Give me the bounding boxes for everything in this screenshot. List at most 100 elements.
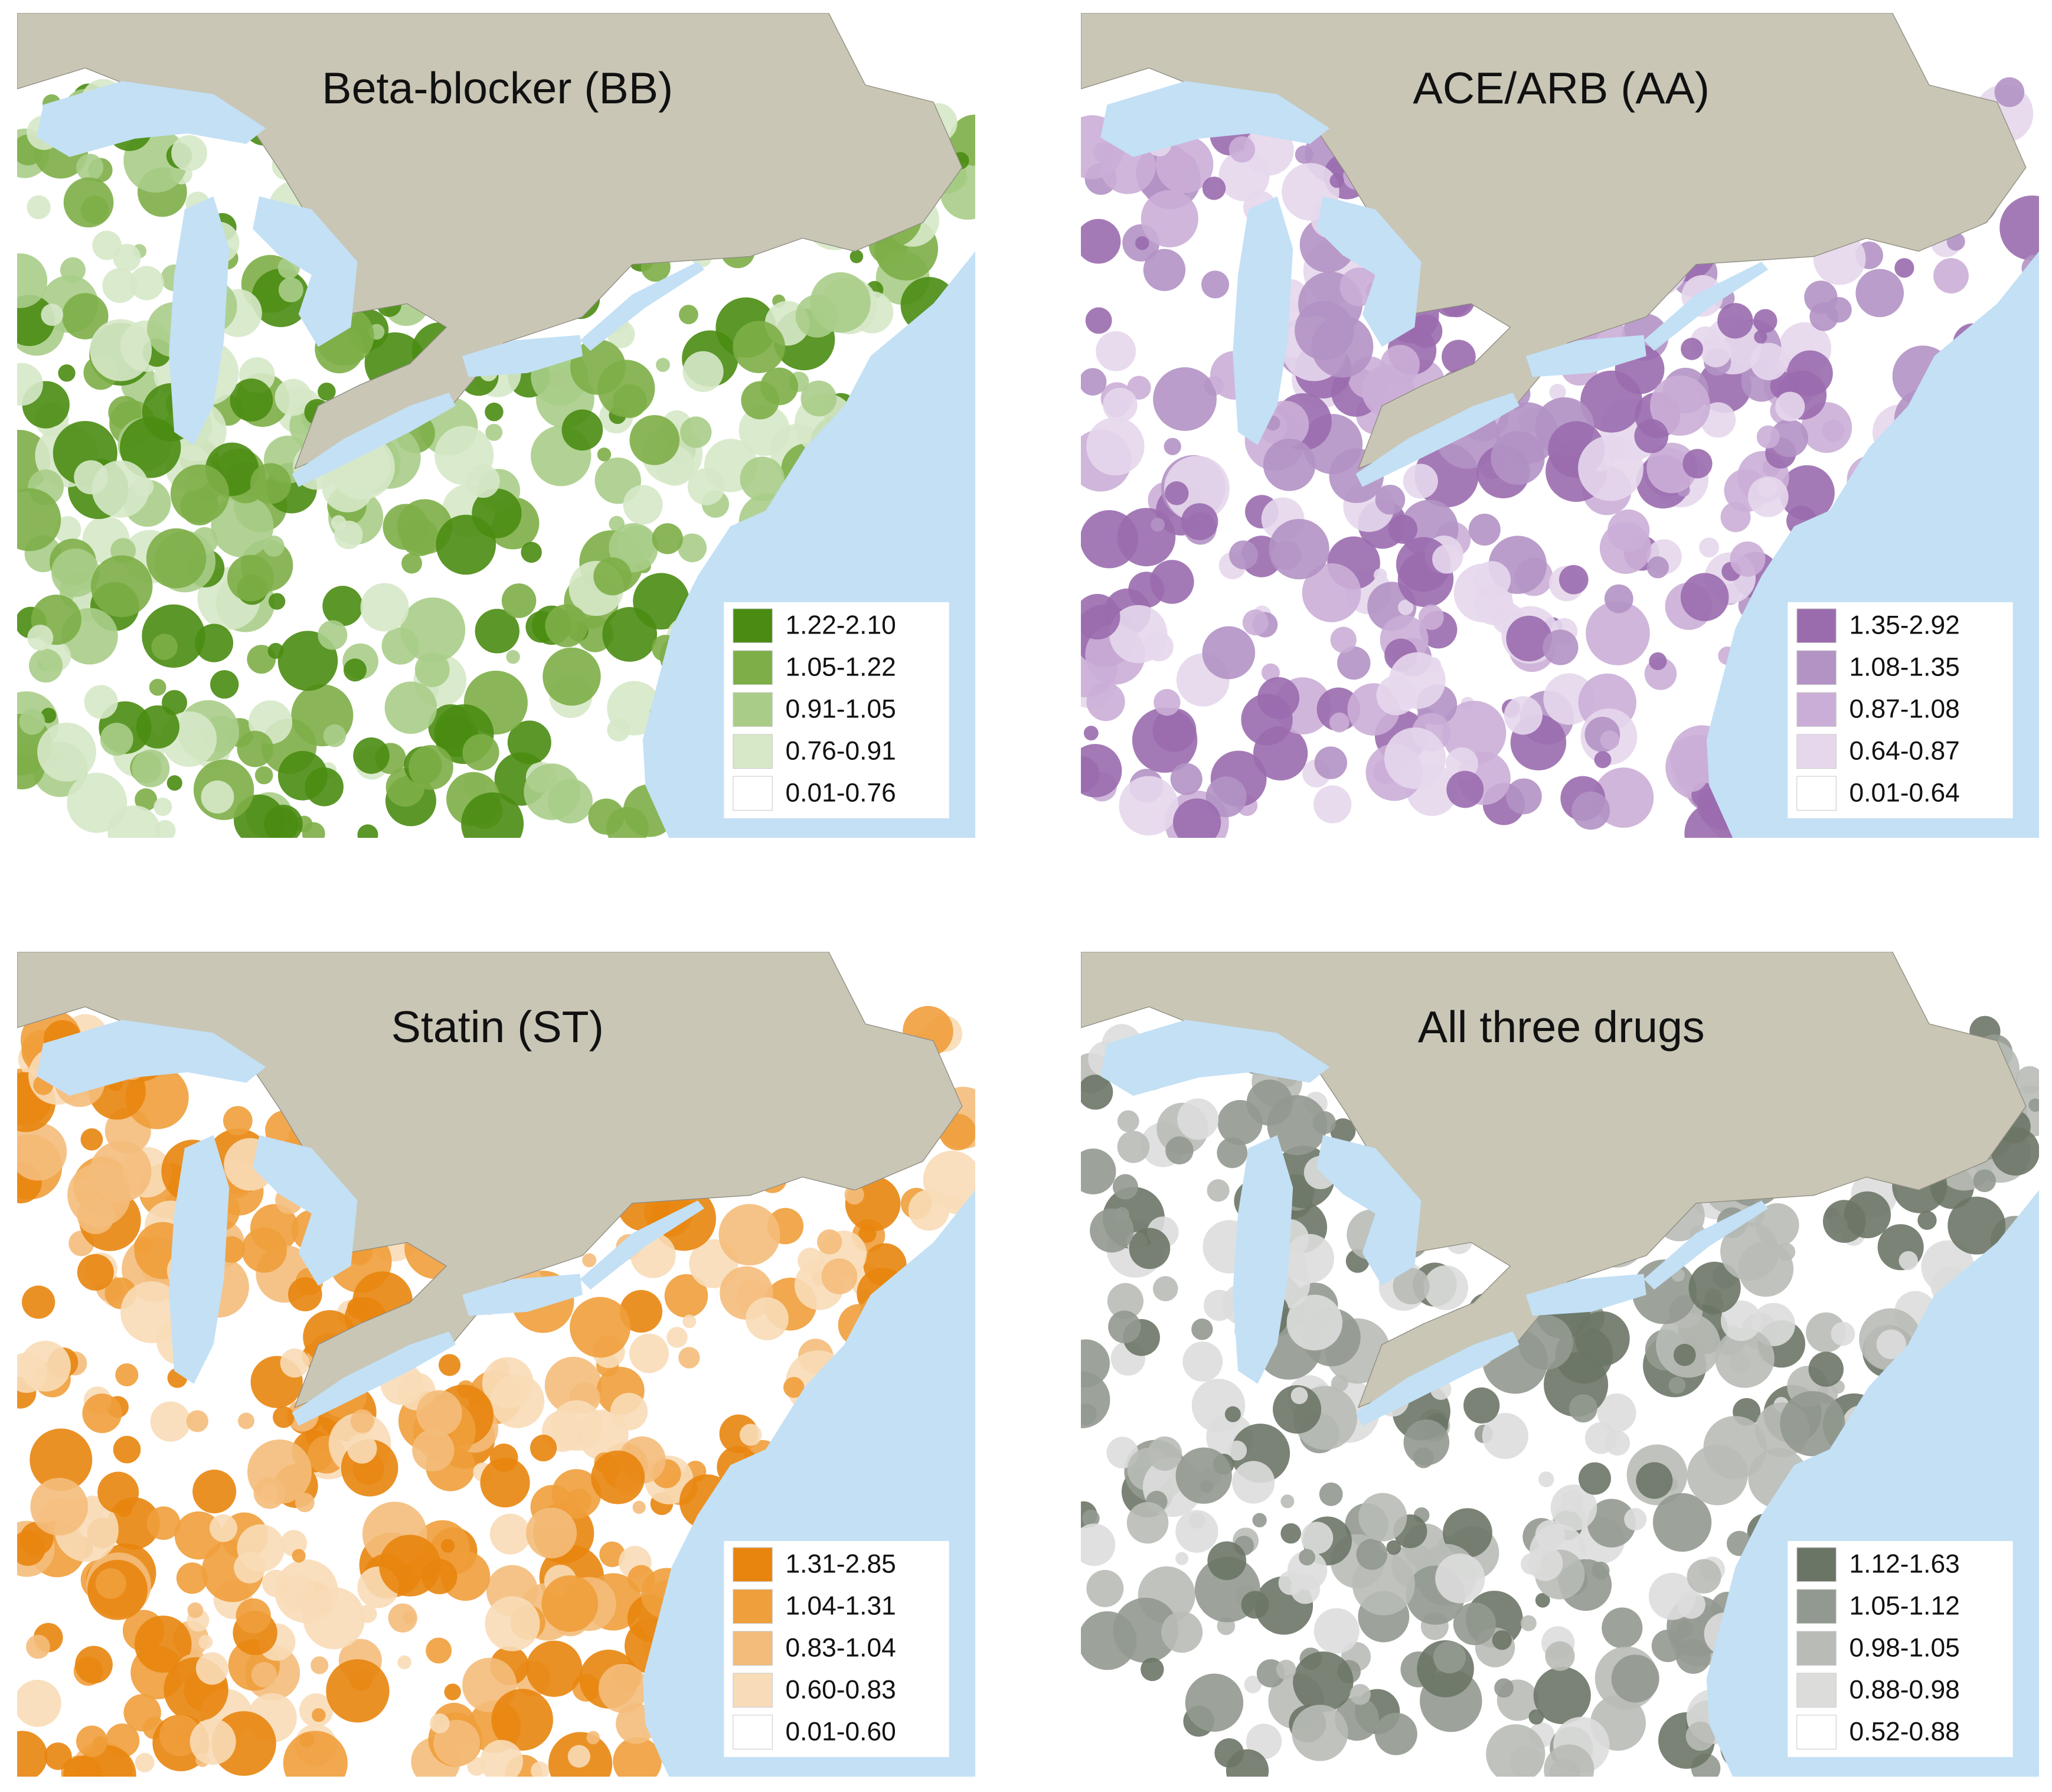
region-patch bbox=[1276, 1659, 1296, 1680]
region-patch bbox=[619, 1290, 663, 1333]
lake bbox=[1643, 262, 1769, 351]
region-patch bbox=[1261, 663, 1280, 682]
legend-label: 1.08-1.35 bbox=[1850, 653, 1960, 682]
lake bbox=[1355, 393, 1520, 487]
region-patch bbox=[666, 1327, 688, 1348]
region-patch bbox=[1549, 383, 1566, 401]
region-patch bbox=[195, 1652, 228, 1685]
region-patch bbox=[1119, 776, 1179, 836]
region-patch bbox=[17, 1352, 47, 1393]
region-patch bbox=[1246, 1724, 1282, 1760]
region-patch bbox=[1374, 1712, 1417, 1755]
region-patch bbox=[1753, 309, 1777, 333]
region-patch bbox=[283, 1731, 348, 1777]
region-patch bbox=[388, 1603, 417, 1633]
region-patch bbox=[166, 775, 182, 791]
region-patch bbox=[1301, 1522, 1334, 1554]
region-patch bbox=[1085, 307, 1112, 334]
region-patch bbox=[1203, 1290, 1235, 1321]
region-patch bbox=[1153, 367, 1217, 431]
region-patch bbox=[187, 1602, 204, 1618]
region-patch bbox=[1252, 1513, 1267, 1527]
region-patch bbox=[1494, 1678, 1514, 1698]
lake bbox=[292, 1331, 456, 1426]
region-patch bbox=[1876, 1329, 1906, 1359]
region-patch bbox=[58, 364, 76, 382]
region-patch bbox=[426, 1637, 452, 1664]
region-patch bbox=[526, 1507, 577, 1559]
region-patch bbox=[123, 1694, 161, 1732]
region-patch bbox=[1715, 1328, 1775, 1388]
region-patch bbox=[1605, 1430, 1631, 1456]
region-patch bbox=[1173, 798, 1221, 838]
legend-swatch bbox=[1796, 1547, 1837, 1582]
region-patch bbox=[1143, 249, 1186, 291]
legend-label: 0.52-0.88 bbox=[1850, 1718, 1960, 1747]
region-patch bbox=[1182, 1341, 1223, 1382]
region-patch bbox=[381, 627, 419, 665]
region-patch bbox=[1535, 1520, 1566, 1550]
region-patch bbox=[115, 1363, 139, 1386]
region-patch bbox=[1506, 615, 1552, 662]
region-patch bbox=[1263, 438, 1316, 491]
legend-label: 0.91-1.05 bbox=[786, 695, 896, 724]
region-patch bbox=[63, 1755, 102, 1777]
region-patch bbox=[1433, 1641, 1466, 1674]
region-patch bbox=[1587, 1499, 1636, 1548]
lake bbox=[37, 81, 266, 157]
region-patch bbox=[74, 460, 108, 495]
region-patch bbox=[67, 772, 128, 833]
region-patch bbox=[664, 1274, 708, 1318]
region-patch bbox=[1128, 572, 1165, 608]
region-patch bbox=[1096, 331, 1136, 371]
region-patch bbox=[1286, 1294, 1342, 1351]
region-patch bbox=[1126, 1502, 1169, 1544]
region-patch bbox=[1682, 449, 1713, 479]
region-patch bbox=[1491, 430, 1545, 485]
map-title: ACE/ARB (AA) bbox=[1413, 63, 1710, 113]
region-patch bbox=[1170, 763, 1203, 795]
region-patch bbox=[84, 685, 118, 719]
region-patch bbox=[353, 737, 390, 774]
region-patch bbox=[543, 647, 601, 706]
region-patch bbox=[312, 1708, 326, 1722]
region-patch bbox=[1329, 173, 1344, 188]
lake bbox=[1100, 81, 1330, 157]
region-patch bbox=[1533, 1666, 1591, 1725]
region-patch bbox=[1822, 1200, 1866, 1243]
region-patch bbox=[19, 709, 45, 735]
region-patch bbox=[1144, 632, 1174, 662]
region-patch bbox=[132, 749, 170, 788]
region-patch bbox=[21, 1285, 55, 1319]
region-patch bbox=[278, 1574, 315, 1611]
region-patch bbox=[151, 634, 178, 660]
region-patch bbox=[1717, 303, 1753, 339]
region-patch bbox=[192, 1470, 237, 1514]
region-patch bbox=[1103, 387, 1138, 423]
region-patch bbox=[135, 1752, 155, 1773]
region-patch bbox=[1545, 1641, 1575, 1671]
region-patch bbox=[1164, 455, 1230, 521]
region-patch bbox=[1316, 687, 1361, 732]
region-patch bbox=[1999, 195, 2039, 261]
legend-swatch bbox=[1796, 650, 1837, 686]
region-patch bbox=[237, 730, 274, 768]
region-patch bbox=[1081, 1509, 1100, 1527]
region-patch bbox=[1636, 1462, 1673, 1499]
region-patch bbox=[1473, 561, 1511, 599]
region-patch bbox=[1432, 544, 1462, 574]
region-patch bbox=[1594, 751, 1612, 769]
region-patch bbox=[908, 1189, 950, 1231]
legend-label: 0.76-0.91 bbox=[786, 737, 896, 766]
region-patch bbox=[466, 464, 500, 498]
region-patch bbox=[521, 541, 542, 563]
region-patch bbox=[326, 1659, 390, 1723]
region-patch bbox=[1754, 330, 1767, 344]
region-patch bbox=[1292, 1705, 1348, 1761]
legend-label: 0.88-0.98 bbox=[1850, 1676, 1960, 1705]
region-patch bbox=[1280, 1494, 1295, 1509]
region-patch bbox=[100, 723, 133, 756]
region-patch bbox=[541, 1575, 599, 1632]
region-patch bbox=[414, 652, 450, 687]
region-patch bbox=[17, 253, 48, 308]
